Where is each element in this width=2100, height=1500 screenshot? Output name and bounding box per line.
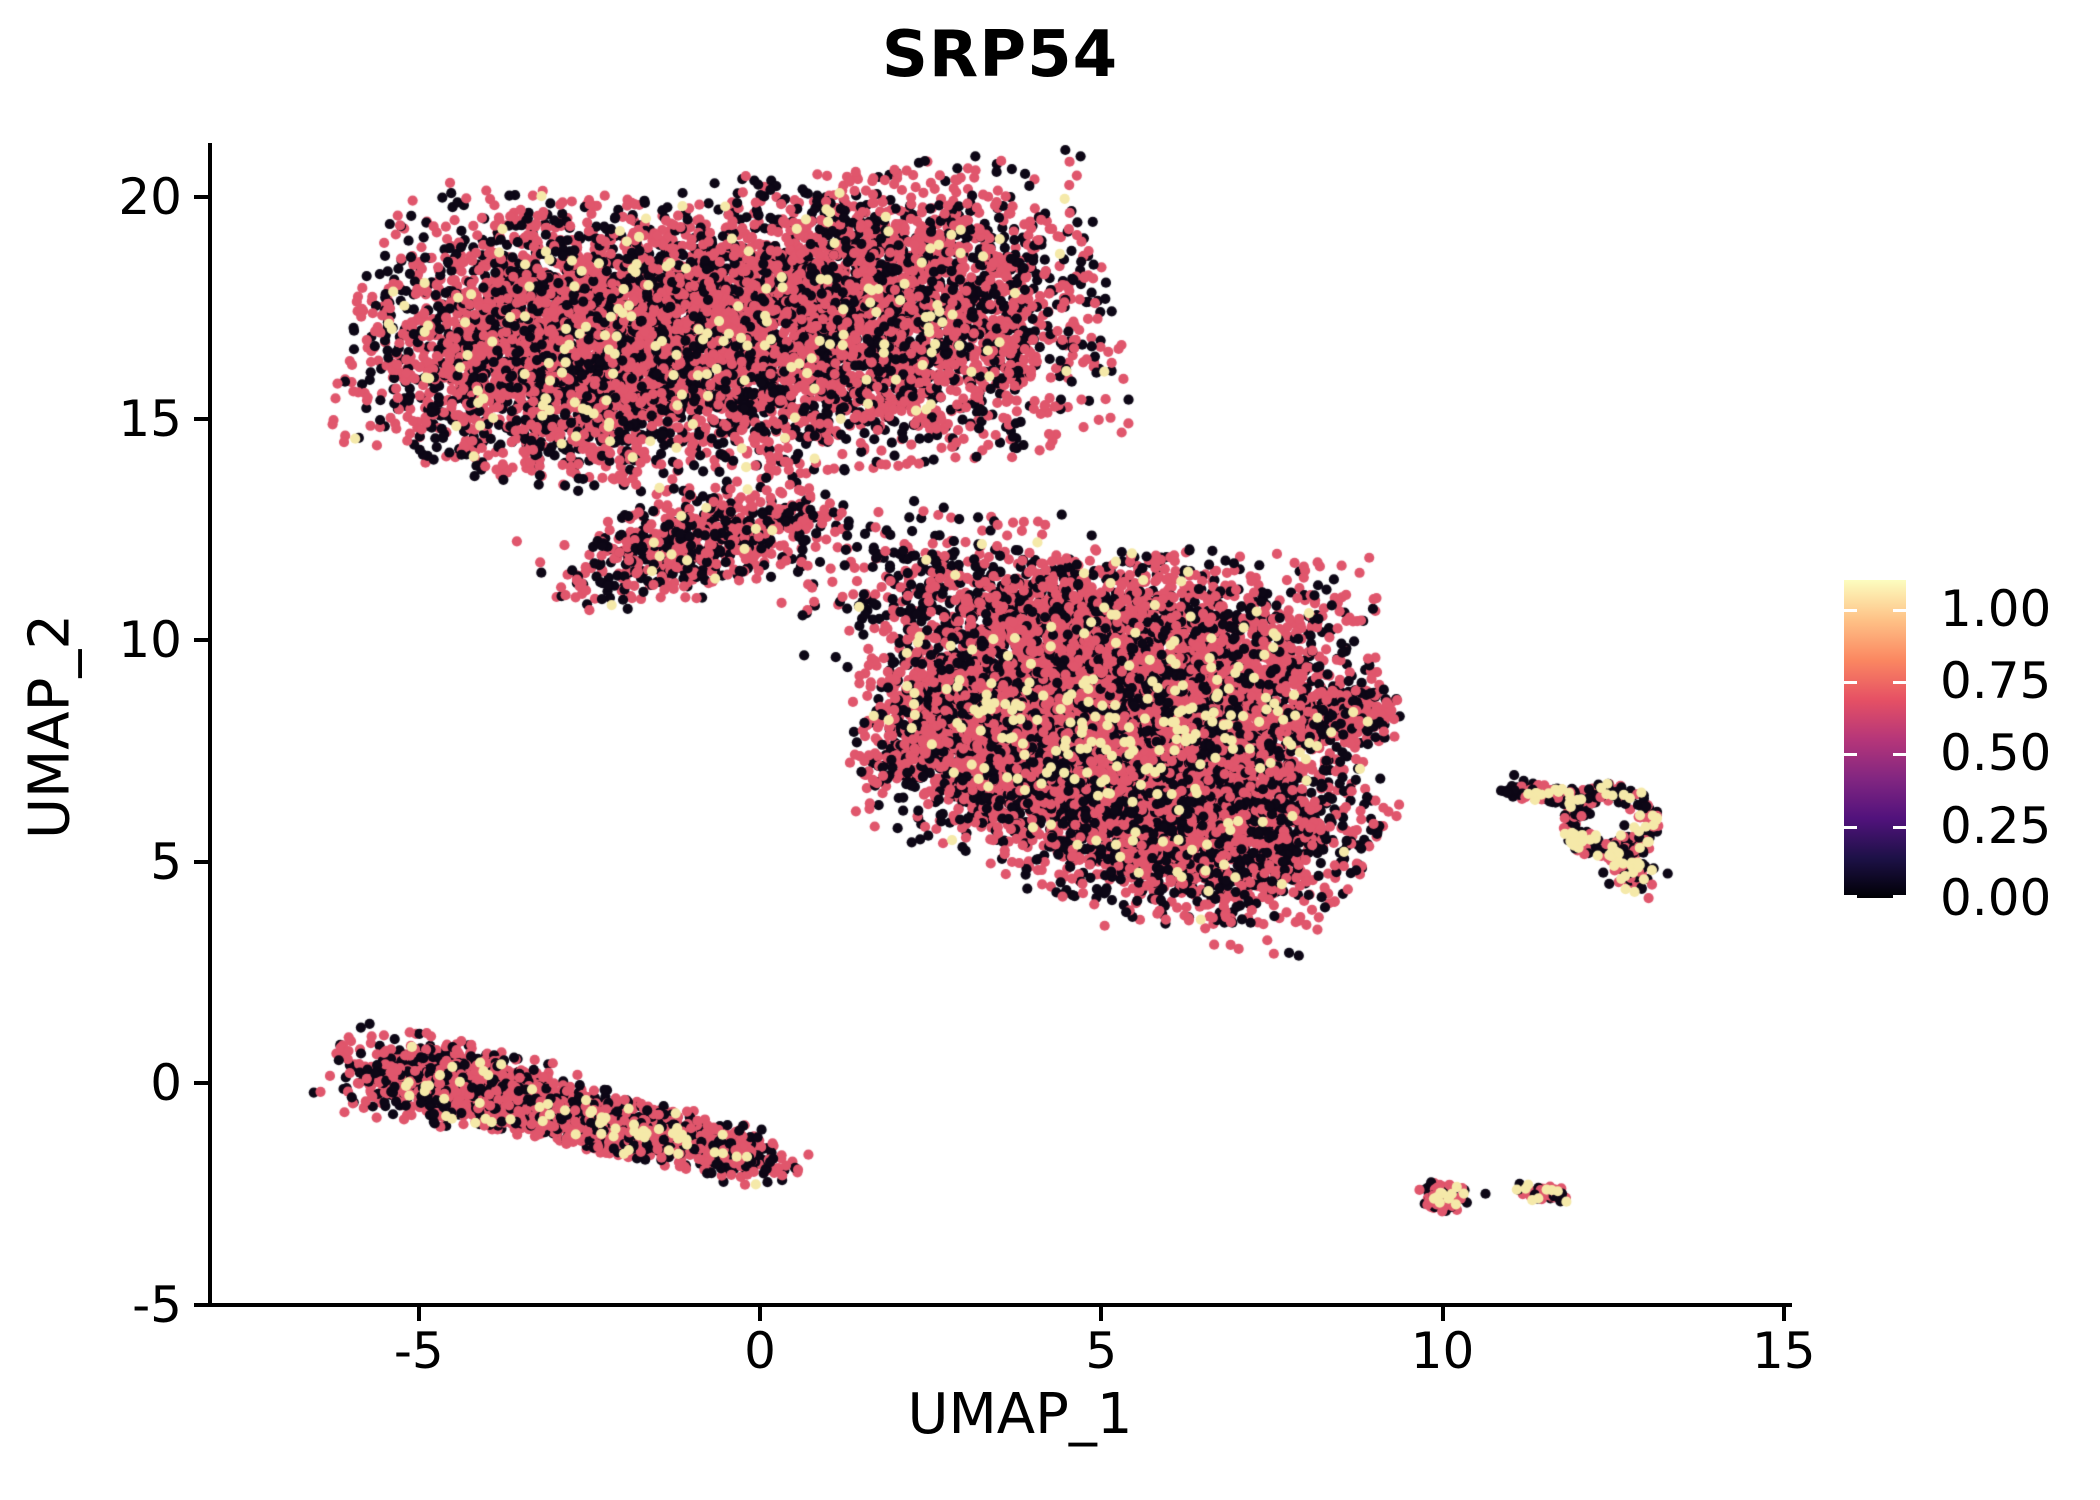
colorbar-gradient xyxy=(1844,580,1906,898)
y-tick-mark xyxy=(194,860,208,864)
colorbar-tick-label: 1.00 xyxy=(1940,584,2100,634)
colorbar-tick-label: 0.00 xyxy=(1940,873,2100,923)
colorbar-tick-mark xyxy=(1893,681,1906,684)
colorbar-tick-mark xyxy=(1844,609,1857,612)
x-tick-mark xyxy=(1441,1307,1445,1321)
x-tick-mark xyxy=(1782,1307,1786,1321)
colorbar-tick-mark xyxy=(1893,826,1906,829)
x-tick-label: 5 xyxy=(1021,1326,1181,1376)
x-axis-line xyxy=(208,1303,1792,1307)
x-tick-mark xyxy=(1099,1307,1103,1321)
y-tick-label: 5 xyxy=(72,837,182,887)
y-tick-label: 0 xyxy=(72,1058,182,1108)
plot-title: SRP54 xyxy=(210,18,1790,92)
x-tick-mark xyxy=(758,1307,762,1321)
y-tick-mark xyxy=(194,1081,208,1085)
colorbar-tick-mark xyxy=(1844,681,1857,684)
y-tick-label: 15 xyxy=(72,394,182,444)
colorbar-tick-label: 0.25 xyxy=(1940,801,2100,851)
x-tick-label: 10 xyxy=(1363,1326,1523,1376)
colorbar-tick-mark xyxy=(1893,609,1906,612)
colorbar-tick-mark xyxy=(1844,753,1857,756)
umap-feature-plot: SRP54 UMAP_2 UMAP_1 20151050-5 -5051015 … xyxy=(0,0,2100,1500)
scatter-points-canvas xyxy=(0,0,2100,1500)
y-tick-mark xyxy=(194,638,208,642)
colorbar-tick-mark xyxy=(1893,753,1906,756)
colorbar-tick-mark xyxy=(1893,895,1906,898)
y-axis-label: UMAP_2 xyxy=(18,367,83,1087)
x-tick-label: 0 xyxy=(680,1326,840,1376)
colorbar-tick-mark xyxy=(1844,895,1857,898)
y-tick-label: 20 xyxy=(72,172,182,222)
colorbar-tick-label: 0.50 xyxy=(1940,728,2100,778)
y-tick-mark xyxy=(194,417,208,421)
x-tick-mark xyxy=(417,1307,421,1321)
colorbar-tick-mark xyxy=(1844,826,1857,829)
colorbar-tick-label: 0.75 xyxy=(1940,656,2100,706)
x-axis-label: UMAP_1 xyxy=(210,1382,1830,1447)
y-tick-mark xyxy=(194,195,208,199)
x-tick-label: 15 xyxy=(1704,1326,1864,1376)
y-tick-label: 10 xyxy=(72,615,182,665)
y-tick-label: -5 xyxy=(72,1280,182,1330)
y-axis-line xyxy=(208,143,212,1307)
x-tick-label: -5 xyxy=(339,1326,499,1376)
y-tick-mark xyxy=(194,1303,208,1307)
